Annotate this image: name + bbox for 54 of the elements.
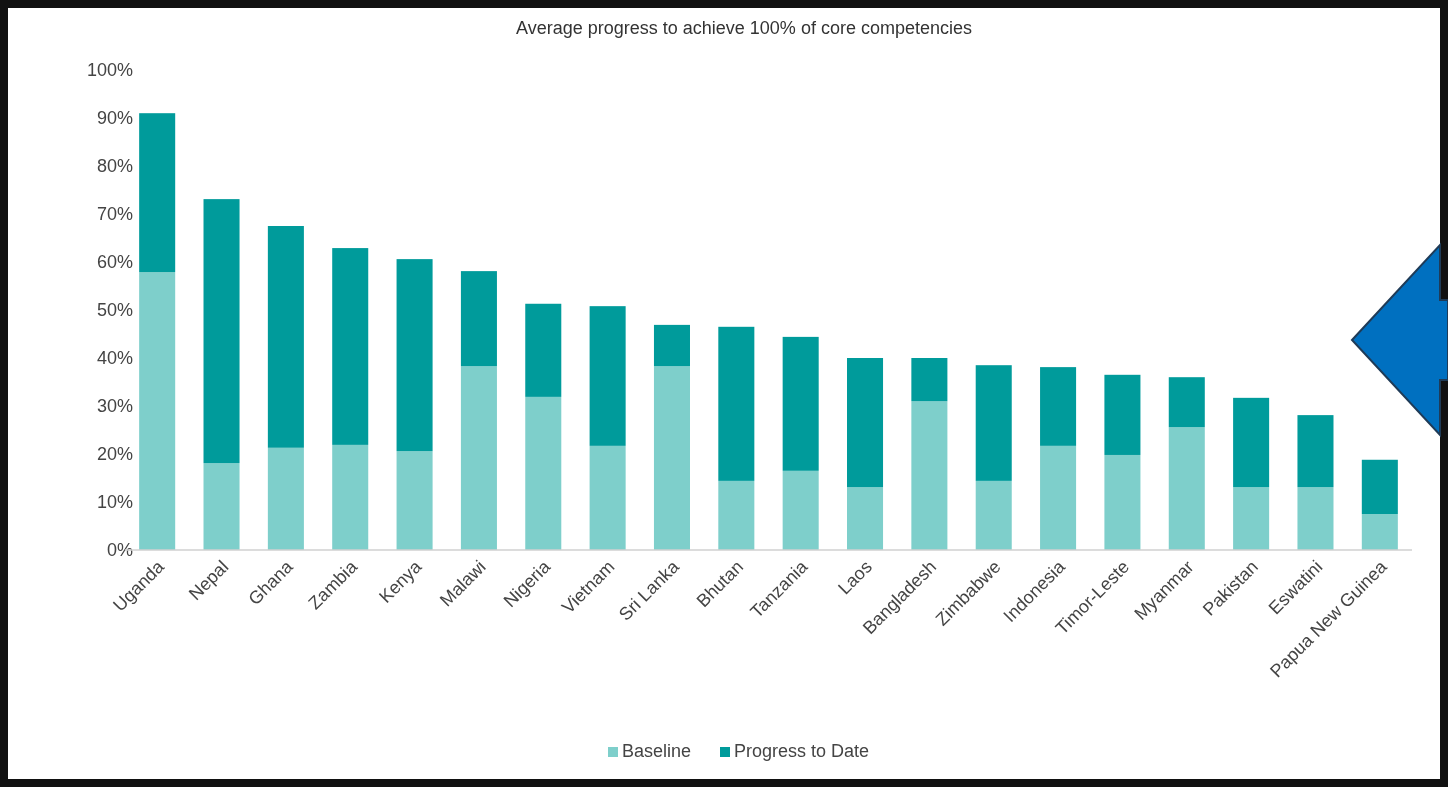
bar [460, 271, 497, 367]
bar [1297, 415, 1334, 488]
y-tick-label: 90% [96, 108, 133, 129]
legend-label: Baseline [622, 741, 692, 761]
bar [975, 480, 1012, 550]
y-tick-label: 20% [96, 444, 133, 465]
bar [1040, 367, 1077, 446]
bar [332, 444, 369, 550]
bar [1168, 427, 1205, 550]
bar [718, 326, 755, 481]
bar [267, 447, 304, 550]
bar [203, 463, 240, 550]
bar [911, 358, 948, 402]
bar [847, 487, 884, 550]
bar [1233, 487, 1270, 550]
bar [782, 336, 819, 471]
bar [525, 396, 562, 550]
y-tick-label: 60% [96, 252, 133, 273]
bar [1040, 445, 1077, 550]
bar [1104, 374, 1141, 455]
y-tick-label: 30% [96, 396, 133, 417]
bar [1361, 459, 1398, 514]
bar [267, 226, 304, 448]
bar [589, 306, 626, 446]
bar [1297, 487, 1334, 550]
y-tick-label: 70% [96, 204, 133, 225]
legend-label: Progress to Date [734, 741, 870, 761]
bar [589, 445, 626, 550]
chart-title: Average progress to achieve 100% of core competencies [516, 18, 972, 38]
bar [911, 401, 948, 550]
bar [718, 480, 755, 550]
bar [139, 272, 176, 550]
bar [139, 113, 176, 273]
bar [653, 366, 690, 550]
bar [1233, 397, 1270, 488]
y-tick-label: 50% [96, 300, 133, 321]
y-tick-label: 80% [96, 156, 133, 177]
bar [847, 358, 884, 488]
bar [975, 365, 1012, 481]
bar [396, 451, 433, 550]
y-tick-label: 0% [106, 540, 133, 561]
bar [782, 470, 819, 550]
bar [525, 303, 562, 397]
y-tick-label: 40% [96, 348, 133, 369]
bar [460, 366, 497, 550]
bar [1104, 454, 1141, 550]
bar [653, 324, 690, 367]
y-tick-label: 100% [86, 60, 133, 81]
bar [396, 259, 433, 452]
bar [1361, 514, 1398, 550]
y-tick-label: 10% [96, 492, 133, 513]
bar [332, 248, 369, 445]
bar [203, 199, 240, 464]
bar [1168, 377, 1205, 428]
